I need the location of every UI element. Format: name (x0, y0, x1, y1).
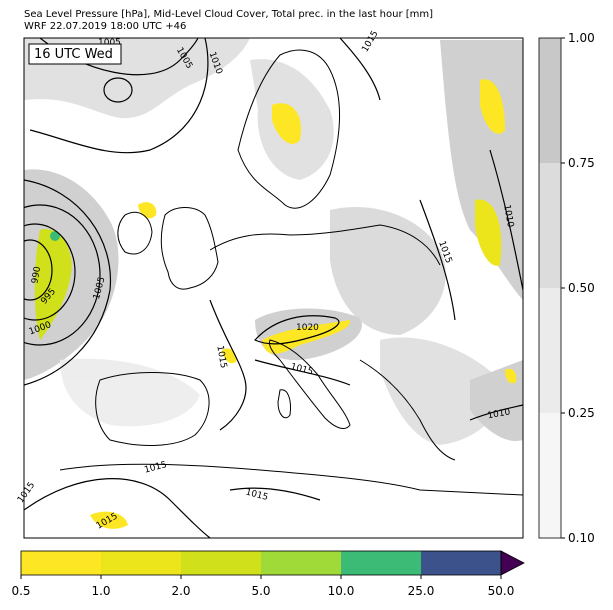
coast-britain (160, 207, 219, 290)
isobar-1010-se (469, 404, 523, 421)
coast-balkans (359, 359, 456, 461)
isobar-label: 990 (30, 266, 43, 285)
precip-bar-tick-label: 1.0 (91, 584, 110, 598)
map-layers (24, 38, 523, 538)
precip-morocco (90, 511, 128, 529)
cloud-bar-segment (539, 163, 561, 288)
cloud-bar-segment (539, 288, 561, 413)
map-title-line1: Sea Level Pressure [hPa], Mid-Level Clou… (24, 9, 434, 20)
coast-ireland (117, 211, 153, 255)
isobar-990 (24, 239, 53, 301)
isobar-1015-africa (24, 478, 211, 538)
isobar-1015-east (419, 199, 456, 321)
cloud-cover-colorbar: 1.00 0.75 0.50 0.25 0.10 (538, 31, 595, 545)
time-label-box (28, 43, 122, 65)
map-frame (23, 37, 524, 539)
precip-bar-segment (21, 551, 101, 575)
precip-bar-tick-label: 10.0 (328, 584, 355, 598)
precip-bar-tick-label: 25.0 (408, 584, 435, 598)
isobar-1010-east (489, 149, 523, 291)
isobar-label: 1015 (214, 345, 228, 369)
coastlines (59, 49, 523, 496)
cloud-bar-tick-label: 0.25 (568, 406, 595, 420)
isobar-label: 1005 (98, 38, 121, 48)
isobar-1015-centre (209, 299, 247, 431)
cloud-bar-tick-label: 0.50 (568, 281, 595, 295)
isobar-995 (24, 223, 76, 321)
cloud-bar-segment (539, 38, 561, 163)
precip-bar-segment (341, 551, 421, 575)
isobar-1000 (24, 204, 101, 346)
precip-bar-segment (181, 551, 261, 575)
precip-atlantic-core (50, 231, 60, 241)
precip-bar-segment (261, 551, 341, 575)
cloud-balkans (380, 337, 502, 445)
precip-bar-tick-label: 5.0 (251, 584, 270, 598)
coast-sardinia (277, 389, 291, 419)
cloud-bar-tick-label: 1.00 (568, 31, 595, 45)
isobar-label: 1020 (296, 323, 319, 333)
precip-bar-tick-label: 2.0 (171, 584, 190, 598)
coast-iberia (95, 372, 210, 446)
precip-bar-extend-arrow (500, 550, 525, 576)
isobar-1015-south (229, 487, 321, 501)
coast-scandinavia (237, 49, 340, 209)
cloud-iberia (60, 358, 200, 427)
map-title-line2: WRF 22.07.2019 18:00 UTC +46 (24, 21, 187, 32)
isobar-1015-north (339, 38, 381, 101)
cloud-bar-tick-label: 0.75 (568, 156, 595, 170)
precip-bar-segment (101, 551, 181, 575)
cloud-bar-tick-label: 0.10 (568, 531, 595, 545)
coast-italy (269, 339, 351, 429)
cloud-bar-segment (539, 413, 561, 538)
isobar-label: 1010 (487, 407, 512, 421)
precip-east-med (505, 368, 517, 384)
isobar-1015-italy (254, 359, 351, 386)
isobar-1020-alps (254, 315, 340, 345)
isobar-low-north (103, 77, 133, 103)
isobar-label: 1010 (501, 204, 515, 229)
time-label: 16 UTC Wed (34, 47, 113, 62)
isobar-1005-west (24, 179, 112, 386)
precip-bar-segment (421, 551, 501, 575)
coast-north-africa (59, 463, 523, 496)
precip-northeast-2 (475, 199, 502, 266)
precip-bar-tick-label: 50.0 (488, 584, 515, 598)
precip-france (222, 348, 237, 364)
precip-northeast-1 (480, 79, 505, 134)
precip-atlantic-low (34, 229, 72, 340)
precipitation-colorbar: 0.5 1.0 2.0 5.0 10.0 25.0 50.0 (11, 550, 525, 598)
isobar-1010-north (29, 38, 209, 154)
precip-scandinavia (272, 103, 301, 144)
coast-mainland (209, 224, 441, 266)
precip-bar-tick-label: 0.5 (11, 584, 30, 598)
